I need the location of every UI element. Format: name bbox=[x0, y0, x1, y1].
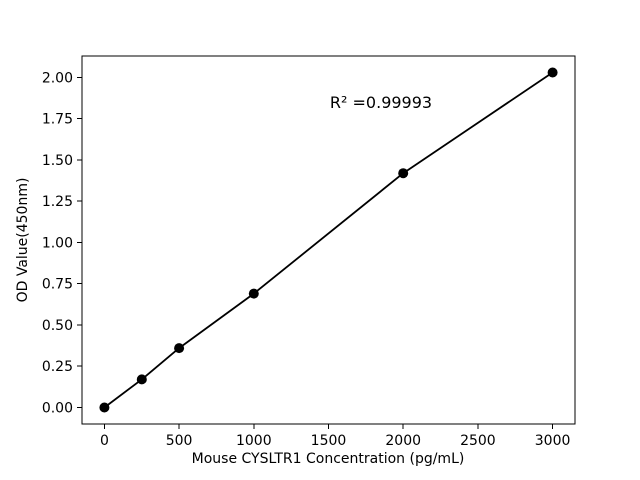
x-tick-label: 2500 bbox=[460, 433, 496, 449]
y-tick-label: 1.00 bbox=[42, 235, 73, 251]
data-point-marker bbox=[136, 374, 147, 385]
y-tick-label: 1.75 bbox=[42, 112, 73, 128]
data-point-marker bbox=[398, 168, 409, 179]
data-point-marker bbox=[99, 402, 110, 413]
data-point-marker bbox=[547, 67, 558, 78]
plot-border bbox=[81, 55, 576, 425]
y-tick-label: 1.50 bbox=[42, 153, 73, 169]
r-squared-annotation: R² =0.99993 bbox=[330, 93, 432, 112]
axes-group: 0 500 1000 1500 2000 2500 3000 0.00 0.25 0.50 0.75… bbox=[42, 55, 576, 449]
x-tick-label: 3000 bbox=[535, 433, 571, 449]
x-tick-label: 2000 bbox=[385, 433, 421, 449]
y-tick-label: 1.25 bbox=[42, 194, 73, 210]
y-tick-label: 0.25 bbox=[42, 359, 73, 375]
series-line bbox=[103, 71, 554, 409]
x-tick-label: 500 bbox=[166, 433, 193, 449]
x-tick-label: 1000 bbox=[236, 433, 272, 449]
series-group bbox=[99, 67, 558, 413]
data-point-marker bbox=[174, 343, 185, 354]
x-axis-label: Mouse CYSLTR1 Concentration (pg/mL) bbox=[192, 451, 465, 467]
y-tick-label: 0.75 bbox=[42, 277, 73, 293]
x-tick-label: 0 bbox=[100, 433, 109, 449]
y-axis-label: OD Value(450nm) bbox=[15, 178, 31, 303]
x-tick-label: 1500 bbox=[311, 433, 347, 449]
data-point-marker bbox=[248, 288, 259, 299]
y-tick-label: 0.50 bbox=[42, 318, 73, 334]
y-tick-label: 2.00 bbox=[42, 70, 73, 86]
y-tick-label: 0.00 bbox=[42, 400, 73, 416]
